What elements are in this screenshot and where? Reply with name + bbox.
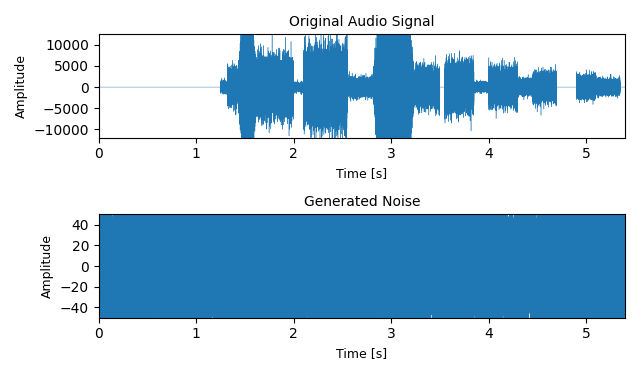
Y-axis label: Amplitude: Amplitude	[15, 54, 28, 118]
Y-axis label: Amplitude: Amplitude	[42, 234, 54, 298]
Title: Original Audio Signal: Original Audio Signal	[289, 15, 435, 29]
X-axis label: Time [s]: Time [s]	[337, 347, 387, 360]
Title: Generated Noise: Generated Noise	[303, 195, 420, 209]
X-axis label: Time [s]: Time [s]	[337, 167, 387, 180]
